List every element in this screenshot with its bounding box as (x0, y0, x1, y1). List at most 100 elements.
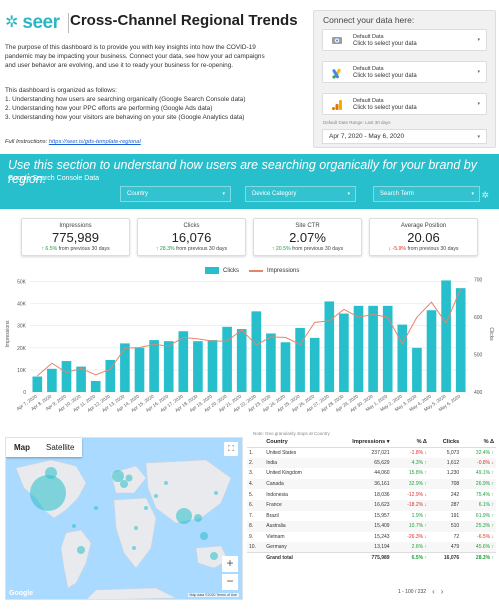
delta-suffix: from previous 30 days (290, 246, 344, 252)
bar-impressions (178, 331, 189, 392)
scorecard-label: Average Position (400, 223, 447, 229)
column-header: Country (264, 437, 327, 448)
scorecard-label: Site CTR (295, 223, 320, 229)
bar-impressions (412, 347, 422, 392)
table-row[interactable]: 10. Germany 13,194 2.6% ↑ 479 45.6% ↑ (247, 542, 496, 553)
y-left-tick-label: 40K (17, 302, 27, 308)
bar-impressions (441, 280, 451, 392)
column-header[interactable]: Impressions ▾ (326, 437, 392, 448)
bar-impressions (134, 347, 145, 392)
data-source-google-ads[interactable]: Default Data Click to select your data ▾ (322, 61, 487, 83)
bubble-small (164, 481, 168, 485)
column-header[interactable]: % Δ (461, 437, 496, 448)
table-cell: 32.9% ↑ (391, 478, 429, 490)
bar-impressions (324, 301, 335, 392)
table-row[interactable]: 4. Canada 36,161 32.9% ↑ 708 26.9% ↑ (247, 478, 496, 490)
table-cell: Grand total (264, 552, 327, 564)
bubble-united-states (30, 475, 66, 511)
filter-country[interactable]: Country ▾ (120, 186, 231, 202)
table-cell: 9. (249, 534, 254, 541)
intro-line: The purpose of this dashboard is to prov… (5, 44, 256, 51)
data-source-search-console[interactable]: Default Data Click to select your data ▾ (322, 29, 487, 51)
bubble-small (72, 524, 76, 528)
y-left-tick-label: 30K (17, 324, 27, 330)
table-cell: 28.3% ↑ (461, 552, 496, 564)
bar-impressions (339, 313, 349, 392)
full-instructions-link[interactable]: https://seer.is/gds-template-regional (48, 139, 141, 145)
data-source-prompt: Click to select your data (353, 73, 417, 79)
column-header[interactable]: % Δ (391, 437, 429, 448)
country-bubbles (30, 467, 218, 560)
previous-page-icon[interactable]: ‹ (432, 587, 435, 596)
table-row[interactable]: 9. Vietnam 15,243 -26.3% ↓ 72 -6.5% ↓ (247, 532, 496, 543)
south-america-shape (60, 529, 92, 589)
column-header[interactable]: Clicks (428, 437, 462, 448)
bubble-small (154, 494, 158, 498)
scorecard-clicks: Clicks 16,076 ↑ 28.3% from previous 30 d… (137, 218, 246, 256)
table-cell: 44,060 (374, 470, 390, 477)
y-right-tick-label: 500 (474, 353, 483, 359)
data-source-google-analytics[interactable]: Default Data Click to select your data ▾ (322, 93, 487, 115)
table-row[interactable]: 7. Brazil 15,957 1.9% ↑ 191 61.9% ↑ (247, 511, 496, 522)
filter-search-term[interactable]: Search Term ▾ (373, 186, 480, 202)
next-page-icon[interactable]: › (440, 587, 444, 596)
tab-satellite[interactable]: Satellite (46, 443, 75, 452)
zoom-in-button[interactable]: + (222, 556, 238, 572)
bubble-india (176, 508, 192, 524)
table-row[interactable]: 3. United Kingdom 44,060 15.8% ↑ 1,230 49.1% … (247, 468, 496, 479)
y-left-tick-label: 50K (17, 280, 27, 286)
table-cell: 5,073 (446, 449, 460, 456)
banner-headline: Use this section to understand how users… (8, 158, 478, 186)
bar-impressions (47, 368, 57, 392)
connect-title: Connect your data here: (323, 15, 415, 25)
bar-impressions (368, 305, 378, 392)
table-row[interactable]: 2. India 65,629 4.3% ↑ 1,612 -0.8% ↓ (247, 457, 496, 469)
bubble-australia (210, 552, 218, 560)
bubble-france (120, 480, 128, 488)
y-left-tick-label: 0 (23, 390, 26, 396)
table-cell: Germany (264, 542, 327, 553)
dropdown-arrow-icon: ▾ (477, 101, 480, 107)
table-cell: 191 (450, 512, 460, 519)
search-console-icon (332, 37, 342, 44)
date-range-picker[interactable]: Apr 7, 2020 - May 6, 2020 ▾ (322, 129, 487, 144)
table-cell: 4.3% ↑ (391, 457, 429, 469)
table-cell: Vietnam (266, 534, 285, 541)
table-row[interactable]: 5. Indonesia 18,036 -12.9% ↓ 242 75.4% ↑ (247, 489, 496, 500)
table-row[interactable]: 1. United States 237,021 -1.8% ↓ 5,073 32.4% … (247, 447, 496, 458)
bar-impressions (455, 288, 466, 392)
filter-label: Device Category (252, 191, 297, 197)
fullscreen-icon[interactable]: ⛶ (224, 442, 238, 456)
intro-line: and user behavior are evolving, and use … (5, 62, 234, 69)
zoom-out-button[interactable]: − (222, 574, 238, 590)
org-line: 1. Understanding how users are searching… (5, 96, 246, 103)
bar-impressions (426, 310, 437, 392)
delta-suffix: from previous 30 days (57, 246, 110, 252)
table-row[interactable]: 6. France 16,623 -18.2% ↓ 287 6.1% ↑ (247, 499, 496, 511)
map-attribution[interactable]: Map data ©2020 Terms of Use (187, 593, 239, 597)
geo-map[interactable]: Map Satellite ⛶ + − Google Map data ©202… (5, 437, 243, 600)
table-cell: 775,989 (326, 552, 392, 564)
bubble-indonesia (200, 532, 208, 540)
table-row[interactable]: 8. Australia 15,409 10.7% ↑ 510 25.3% ↑ (247, 521, 496, 532)
google-ads-icon (332, 68, 341, 79)
table-cell: Indonesia (266, 491, 288, 498)
table-cell: 3. (249, 470, 254, 477)
bar-impressions (353, 305, 364, 392)
tab-map[interactable]: Map (14, 443, 30, 452)
bar-impressions (222, 326, 232, 392)
bubble-small (144, 506, 148, 510)
dropdown-arrow-icon: ▾ (477, 37, 480, 43)
scorecard-value: 16,076 (171, 230, 212, 245)
org-line: 3. Understanding how your visitors are b… (5, 114, 245, 121)
delta-value: ↑ 6.5% (41, 246, 58, 252)
scorecard-average-position: Average Position 20.06 ↓ -5.9% from prev… (369, 218, 478, 256)
bar-impressions (309, 337, 320, 392)
bar-impressions (149, 340, 159, 392)
table-cell: 2.6% ↑ (391, 542, 429, 553)
filter-device-category[interactable]: Device Category ▾ (245, 186, 356, 202)
table-cell: United Kingdom (266, 470, 302, 477)
chart-legend[interactable]: Clicks Impressions (205, 267, 299, 274)
scorecard-value: 2.07% (289, 230, 326, 245)
